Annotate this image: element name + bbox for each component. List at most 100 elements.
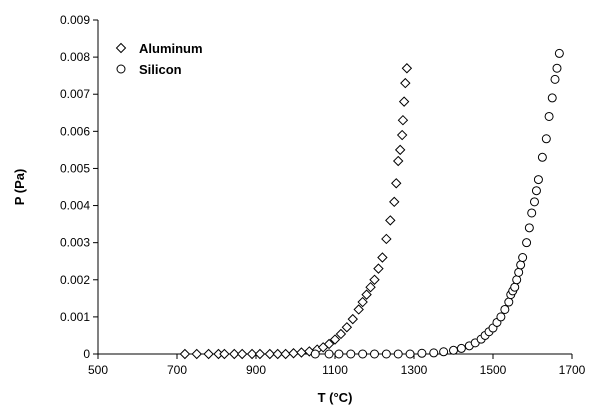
data-point-aluminum bbox=[203, 348, 214, 360]
data-point-silicon bbox=[324, 349, 334, 359]
data-point-silicon bbox=[358, 349, 368, 359]
x-tick-label: 1100 bbox=[322, 363, 348, 377]
data-point-silicon bbox=[417, 348, 427, 358]
data-point-aluminum bbox=[381, 233, 392, 245]
data-point-aluminum bbox=[347, 313, 358, 325]
data-point-aluminum bbox=[397, 114, 409, 126]
data-point-aluminum bbox=[329, 334, 341, 345]
data-point-aluminum bbox=[296, 347, 307, 358]
data-point-silicon bbox=[346, 349, 356, 359]
series-silicon bbox=[310, 48, 564, 359]
data-point-silicon bbox=[552, 63, 562, 73]
data-point-aluminum bbox=[219, 348, 230, 360]
data-point-silicon bbox=[544, 111, 554, 121]
data-point-aluminum bbox=[391, 178, 402, 189]
x-tick-label: 500 bbox=[88, 363, 108, 377]
data-point-silicon bbox=[541, 134, 551, 144]
data-point-silicon bbox=[334, 349, 344, 359]
data-point-aluminum bbox=[373, 263, 384, 274]
data-point-silicon bbox=[429, 348, 439, 358]
data-point-aluminum bbox=[323, 338, 335, 350]
legend: Aluminum Silicon bbox=[115, 41, 203, 77]
y-tick-label: 0.005 bbox=[60, 161, 90, 175]
legend-label-silicon: Silicon bbox=[139, 62, 182, 77]
y-tick-label: 0.006 bbox=[60, 124, 90, 138]
data-point-aluminum bbox=[369, 274, 380, 285]
x-tick-label: 700 bbox=[167, 363, 187, 377]
y-tick-label: 0.007 bbox=[60, 87, 90, 101]
data-point-aluminum bbox=[288, 348, 299, 359]
data-point-silicon bbox=[547, 93, 557, 103]
data-point-silicon bbox=[500, 304, 510, 314]
y-tick-label: 0.009 bbox=[60, 13, 90, 27]
x-tick-label: 1500 bbox=[480, 363, 507, 377]
series-aluminum bbox=[179, 63, 413, 360]
data-point-aluminum bbox=[394, 144, 406, 156]
data-point-silicon bbox=[456, 343, 466, 353]
x-tick-label: 900 bbox=[246, 363, 266, 377]
x-tick-label: 1700 bbox=[559, 363, 586, 377]
data-point-silicon bbox=[527, 208, 537, 218]
data-point-silicon bbox=[393, 349, 403, 359]
data-point-aluminum bbox=[398, 96, 410, 107]
x-axis-title: T (°C) bbox=[318, 390, 353, 405]
data-point-aluminum bbox=[396, 129, 408, 141]
data-point-silicon bbox=[531, 186, 541, 196]
data-point-silicon bbox=[405, 349, 415, 359]
data-point-aluminum bbox=[179, 348, 191, 360]
data-point-aluminum bbox=[229, 348, 240, 360]
data-point-aluminum bbox=[254, 348, 266, 360]
data-point-silicon bbox=[514, 267, 524, 277]
data-points bbox=[179, 48, 564, 360]
data-point-aluminum bbox=[280, 348, 291, 360]
y-tick-label: 0.008 bbox=[60, 50, 90, 64]
y-tick-label: 0 bbox=[83, 347, 90, 361]
data-point-aluminum bbox=[361, 289, 372, 300]
data-point-silicon bbox=[533, 175, 543, 185]
data-point-aluminum bbox=[272, 348, 283, 360]
data-point-silicon bbox=[449, 345, 458, 355]
data-point-silicon bbox=[381, 349, 391, 359]
y-tick-label: 0.003 bbox=[60, 236, 90, 250]
data-point-aluminum bbox=[246, 348, 258, 360]
data-point-silicon bbox=[310, 349, 320, 359]
data-point-aluminum bbox=[389, 196, 400, 208]
data-point-silicon bbox=[516, 260, 526, 270]
legend-marker-diamond bbox=[115, 42, 127, 54]
data-point-silicon bbox=[529, 197, 539, 207]
data-point-silicon bbox=[550, 74, 560, 84]
data-point-silicon bbox=[522, 238, 532, 248]
data-point-aluminum bbox=[401, 63, 413, 74]
y-tick-label: 0.002 bbox=[60, 273, 90, 287]
legend-marker-circle bbox=[116, 64, 126, 74]
data-point-silicon bbox=[370, 349, 379, 359]
data-point-aluminum bbox=[236, 348, 248, 360]
data-point-silicon bbox=[524, 223, 534, 233]
data-point-aluminum bbox=[264, 348, 276, 360]
data-point-aluminum bbox=[392, 155, 404, 167]
data-point-aluminum bbox=[400, 77, 411, 89]
data-point-aluminum bbox=[191, 348, 202, 360]
legend-item-aluminum: Aluminum bbox=[115, 41, 203, 56]
data-point-silicon bbox=[439, 347, 449, 357]
data-point-aluminum bbox=[377, 252, 388, 263]
data-point-silicon bbox=[518, 253, 528, 263]
y-axis-title: P (Pa) bbox=[12, 169, 27, 206]
data-point-aluminum bbox=[353, 304, 364, 315]
data-point-aluminum bbox=[341, 322, 353, 333]
data-point-aluminum bbox=[335, 328, 347, 340]
data-point-aluminum bbox=[357, 296, 368, 308]
data-point-silicon bbox=[504, 297, 514, 307]
data-point-aluminum bbox=[365, 281, 376, 293]
y-axis: 0 0.001 0.002 0.003 0.004 0.005 0.006 0.007 0.00… bbox=[60, 13, 98, 361]
legend-label-aluminum: Aluminum bbox=[139, 41, 203, 56]
data-point-silicon bbox=[496, 312, 506, 322]
x-tick-label: 1300 bbox=[401, 363, 428, 377]
y-tick-label: 0.004 bbox=[60, 199, 90, 213]
data-point-silicon bbox=[512, 275, 522, 285]
legend-item-silicon: Silicon bbox=[116, 62, 182, 77]
data-point-silicon bbox=[537, 152, 547, 162]
data-point-silicon bbox=[554, 48, 564, 58]
y-tick-label: 0.001 bbox=[60, 310, 90, 324]
